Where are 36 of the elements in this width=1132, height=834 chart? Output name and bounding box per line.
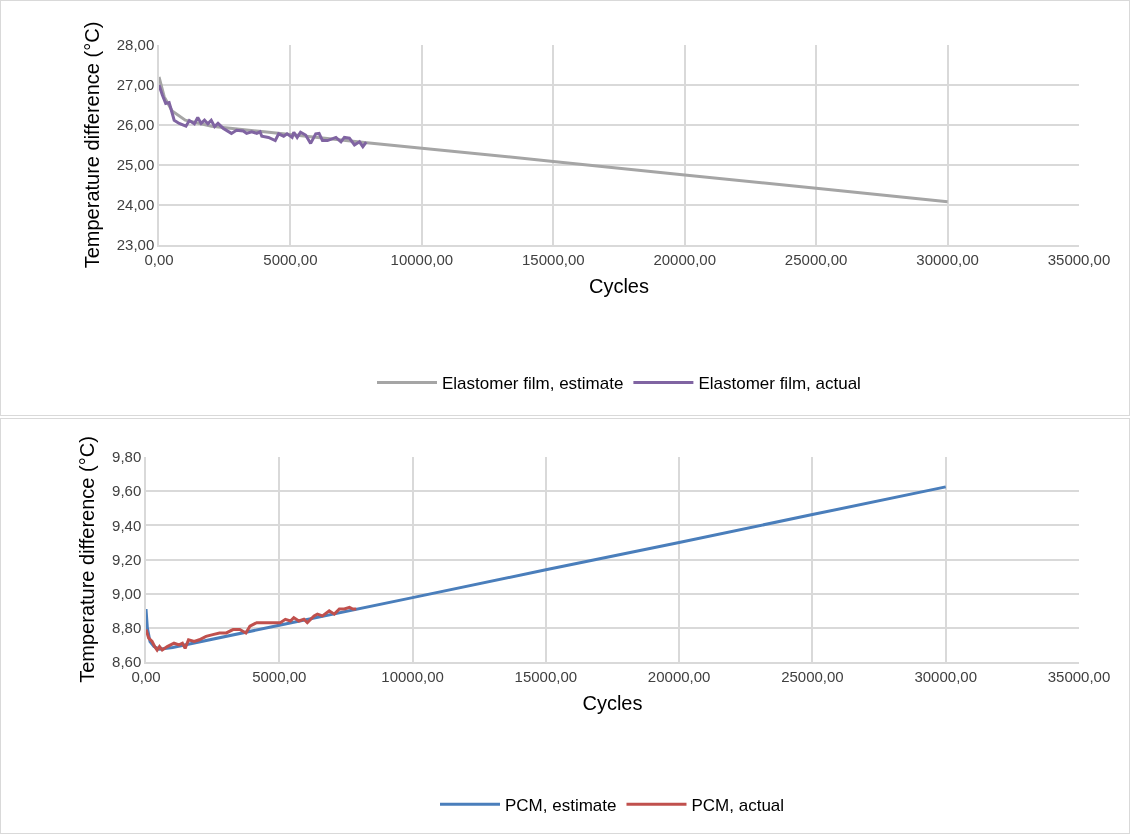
legend-label: PCM, estimate	[505, 795, 617, 815]
x-tick-label: 15000,00	[514, 667, 578, 685]
line-series	[146, 605, 358, 652]
line-series	[159, 83, 368, 149]
y-tick-label: 27,00	[116, 76, 155, 94]
y-tick-label: 26,00	[116, 116, 155, 134]
y-tick-label: 25,00	[116, 156, 155, 174]
x-tick-label: 20000,00	[653, 250, 716, 268]
x-tick-label: 30000,00	[916, 250, 979, 268]
x-tick-label: 30000,00	[914, 667, 977, 685]
x-tick-label: 25000,00	[784, 250, 848, 268]
x-axis-title: Cycles	[588, 274, 650, 297]
y-tick-label: 24,00	[116, 196, 155, 214]
y-axis-title: Temperature difference (°C)	[76, 436, 99, 683]
y-tick-label: 9,40	[112, 516, 142, 534]
x-tick-label: 35000,00	[1047, 250, 1111, 268]
line-series	[146, 485, 948, 651]
x-tick-label: 10000,00	[381, 667, 444, 685]
y-tick-label: 28,00	[116, 36, 155, 54]
y-tick-label: 9,20	[112, 550, 142, 568]
x-tick-label: 5000,00	[252, 667, 307, 685]
x-tick-label: 15000,00	[522, 250, 585, 268]
y-tick-label: 9,80	[112, 448, 142, 466]
y-tick-label: 9,60	[112, 482, 142, 500]
y-tick-label: 9,00	[112, 584, 142, 602]
y-axis-title: Temperature difference (°C)	[80, 21, 103, 269]
legend-label: Elastomer film, estimate	[442, 374, 624, 394]
x-tick-label: 25000,00	[781, 667, 844, 685]
x-tick-label: 35000,00	[1047, 667, 1111, 685]
x-tick-label: 10000,00	[390, 250, 454, 268]
x-tick-label: 5000,00	[263, 250, 318, 268]
x-tick-label: 20000,00	[647, 667, 711, 685]
x-axis-title: Cycles	[582, 691, 643, 714]
legend-label: Elastomer film, actual	[698, 374, 861, 394]
legend-label: PCM, actual	[691, 795, 785, 815]
y-tick-label: 8,80	[112, 619, 142, 637]
